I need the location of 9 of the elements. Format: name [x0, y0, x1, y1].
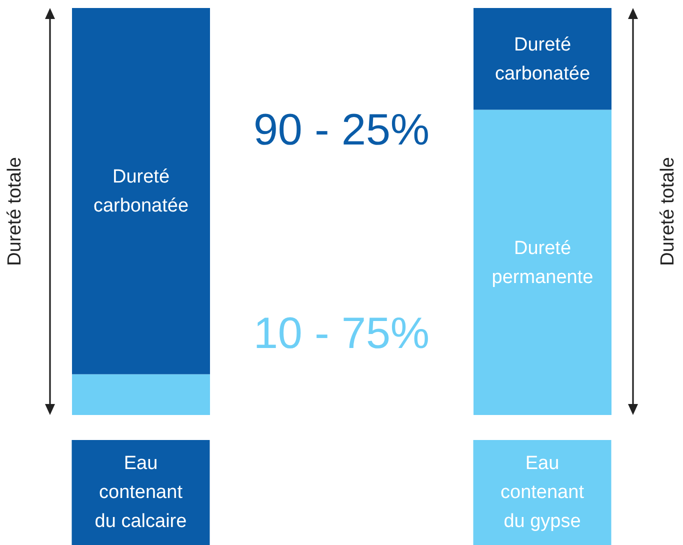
annotation: 90 - 25% [253, 106, 430, 155]
y-axis-title: Dureté totale [4, 157, 26, 266]
x-tick-label: Eau contenant du calcaire [94, 452, 187, 532]
annotation: 10 - 75% [253, 309, 430, 358]
series-label: Dureté permanente [492, 237, 594, 288]
series-label: Dureté carbonatée [494, 34, 590, 84]
text: Dureté carbonatée [93, 166, 189, 216]
y2-axis-title: Dureté totale [658, 157, 678, 266]
x-tick-label: Eau contenant du gypse [500, 452, 585, 532]
